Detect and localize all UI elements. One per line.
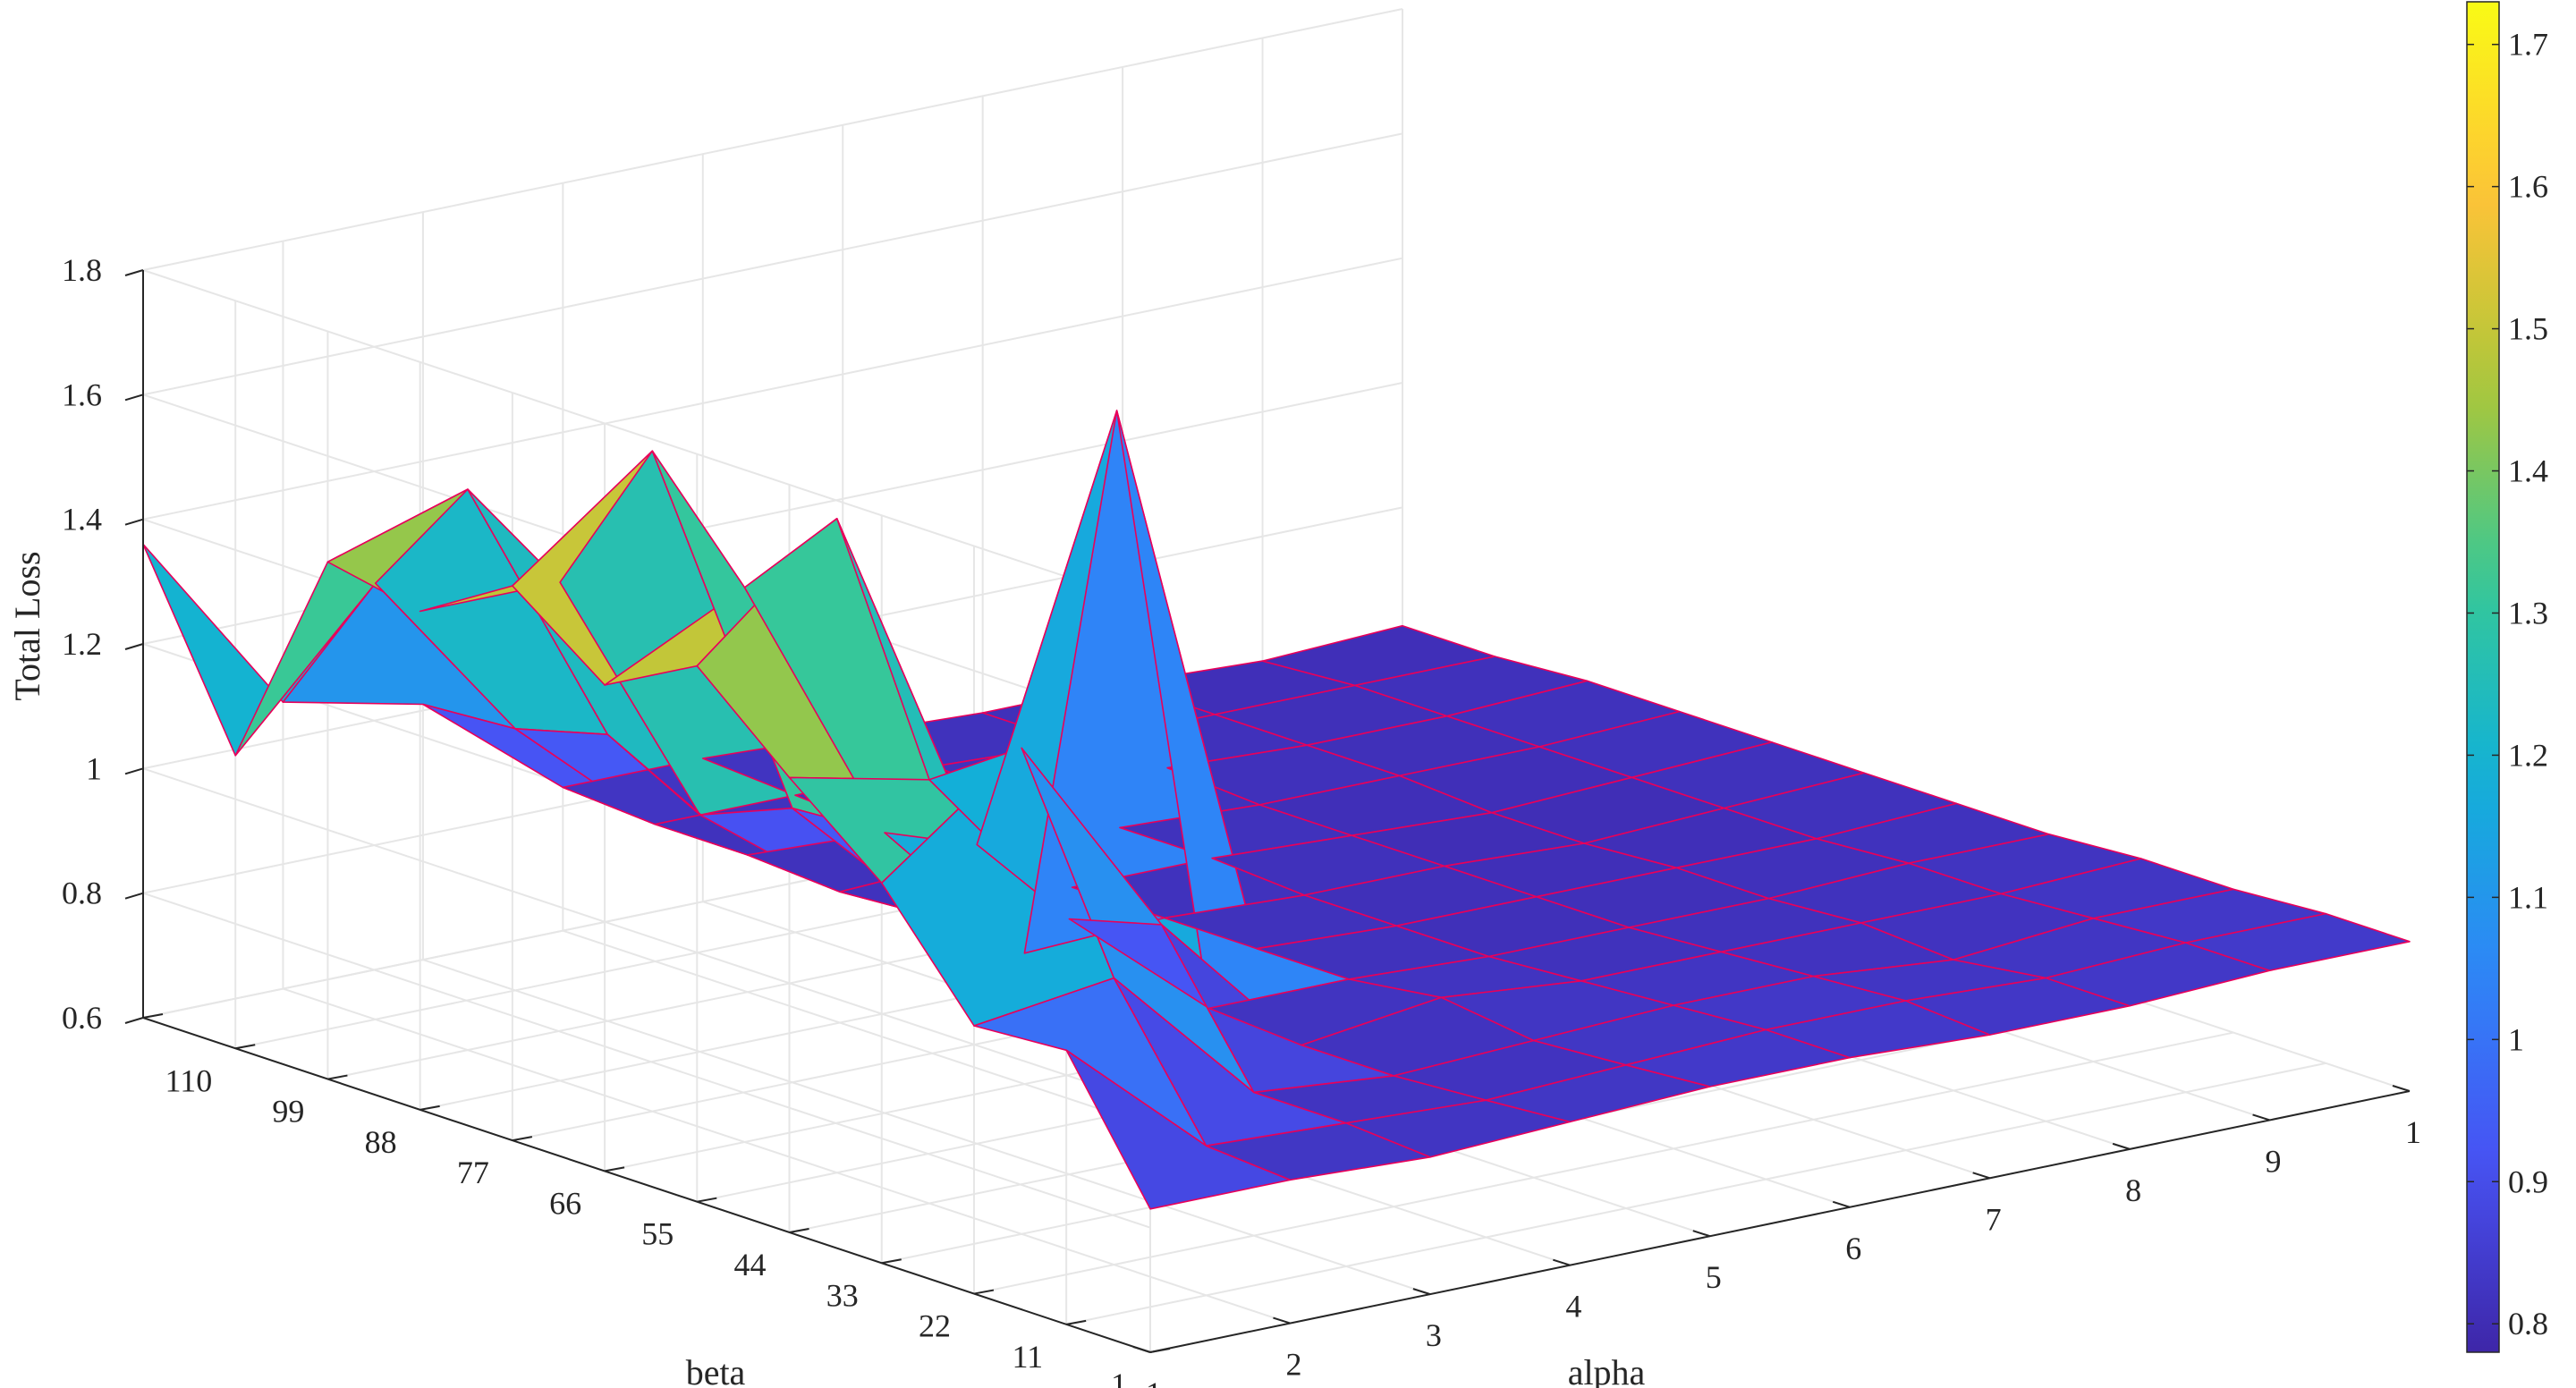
beta-tick-label: 99 [272, 1094, 304, 1130]
z-tick-mark [124, 892, 144, 900]
side-grid-line [142, 767, 1151, 1104]
z-tick-label: 0.6 [62, 1000, 102, 1036]
alpha-tick-label: 1 [2405, 1114, 2421, 1150]
surface-mesh [142, 410, 2411, 1210]
side-grid-line [142, 892, 1151, 1229]
beta-tick-mark [789, 1227, 809, 1233]
colorbar-tick-label: 0.8 [2508, 1306, 2548, 1341]
y-axis-label: beta [686, 1352, 746, 1388]
alpha-tick-label: 6 [1845, 1231, 1861, 1266]
beta-tick-mark [142, 1013, 164, 1019]
alpha-tick-mark [1832, 1200, 1851, 1208]
alpha-tick-mark [1273, 1316, 1291, 1325]
beta-tick-label: 44 [734, 1247, 767, 1282]
z-tick-mark [124, 1017, 144, 1024]
floor-grid-line [283, 987, 1291, 1325]
beta-tick-mark [881, 1258, 902, 1265]
z-tick-mark [124, 767, 144, 775]
alpha-tick-mark [1972, 1172, 1990, 1180]
side-grid-line [142, 269, 1151, 605]
alpha-tick-mark [1553, 1258, 1571, 1266]
beta-tick-label: 77 [457, 1155, 489, 1190]
colorbar-tick-label: 1.4 [2508, 453, 2548, 489]
beta-tick-label: 66 [549, 1185, 581, 1221]
z-tick-label: 1 [86, 750, 102, 786]
colorbar: 0.8 0.9 1 1.1 1.2 1.3 1.4 1.5 1.6 1.7 [2466, 1, 2548, 1353]
colorbar-tick-label: 0.9 [2508, 1164, 2548, 1199]
alpha-tick-mark [1412, 1288, 1431, 1296]
floor-grid-line [422, 959, 1431, 1296]
alpha-tick-label: 7 [1986, 1201, 2002, 1237]
back-grid-line [142, 8, 1403, 271]
beta-tick-label: 22 [919, 1308, 951, 1344]
z-tick-mark [124, 518, 144, 526]
alpha-axis-line [1149, 1090, 2411, 1353]
beta-tick-label: 1 [1111, 1367, 1127, 1388]
colorbar-tick-label: 1.7 [2508, 27, 2548, 63]
colorbar-tick-label: 1.1 [2508, 879, 2548, 915]
alpha-tick-mark [2112, 1142, 2131, 1150]
alpha-tick-mark [1692, 1230, 1711, 1238]
z-tick-label: 1.4 [62, 502, 102, 537]
beta-tick-mark [604, 1166, 625, 1172]
beta-tick-mark [512, 1136, 533, 1142]
beta-tick-label: 110 [165, 1062, 213, 1098]
beta-tick-label: 33 [826, 1277, 859, 1313]
beta-axis-line [142, 1017, 1151, 1353]
beta-tick-mark [327, 1074, 348, 1080]
beta-tick-mark [697, 1197, 717, 1203]
back-grid-line [142, 257, 1403, 520]
colorbar-gradient [2466, 1, 2500, 1353]
back-grid-line [142, 132, 1403, 396]
beta-tick-label: 11 [1012, 1339, 1043, 1375]
beta-tick-label: 55 [641, 1216, 674, 1252]
alpha-tick-label: 9 [2266, 1143, 2282, 1179]
x-axis-label: alpha [1568, 1352, 1646, 1388]
alpha-tick-label: 3 [1426, 1317, 1442, 1353]
alpha-tick-label: 2 [1285, 1347, 1301, 1383]
colorbar-tick-label: 1 [2508, 1021, 2524, 1057]
z-tick-mark [124, 269, 144, 276]
z-tick-label: 1.8 [62, 252, 102, 288]
alpha-tick-mark [1132, 1346, 1151, 1353]
beta-tick-mark [1149, 1348, 1171, 1353]
colorbar-tick-label: 1.3 [2508, 595, 2548, 631]
alpha-axis-ticks: 1 2 3 4 5 6 7 8 9 1 [1132, 1085, 2421, 1388]
floor-grid-line [1065, 1062, 2326, 1325]
colorbar-tick-label: 1.5 [2508, 311, 2548, 347]
beta-tick-mark [1065, 1319, 1087, 1325]
beta-tick-mark [235, 1044, 256, 1050]
z-axis-label: Total Loss [7, 551, 47, 700]
alpha-tick-mark [2252, 1113, 2270, 1121]
colorbar-tick-label: 1.2 [2508, 737, 2548, 773]
z-tick-mark [124, 643, 144, 650]
colorbar-tick-label: 1.6 [2508, 169, 2548, 205]
surface-face [2184, 912, 2411, 971]
z-tick-label: 1.2 [62, 626, 102, 662]
z-tick-label: 1.6 [62, 377, 102, 412]
floor-grid-line [563, 929, 1571, 1266]
colorbar-ticks: 0.8 0.9 1 1.1 1.2 1.3 1.4 1.5 1.6 1.7 [2467, 27, 2548, 1341]
beta-tick-label: 88 [365, 1124, 397, 1160]
alpha-tick-label: 8 [2125, 1172, 2141, 1208]
alpha-tick-label: 5 [1706, 1259, 1722, 1295]
beta-tick-mark [973, 1289, 995, 1295]
alpha-tick-label: 1 [1146, 1375, 1162, 1388]
alpha-tick-mark [2392, 1085, 2411, 1092]
alpha-tick-label: 4 [1565, 1289, 1581, 1325]
z-axis-ticks: 0.6 0.8 1 1.2 1.4 1.6 1.8 [62, 252, 144, 1036]
beta-tick-mark [419, 1104, 440, 1111]
floor-grid-line [973, 1031, 2234, 1295]
z-tick-mark [124, 394, 144, 402]
z-tick-label: 0.8 [62, 876, 102, 911]
